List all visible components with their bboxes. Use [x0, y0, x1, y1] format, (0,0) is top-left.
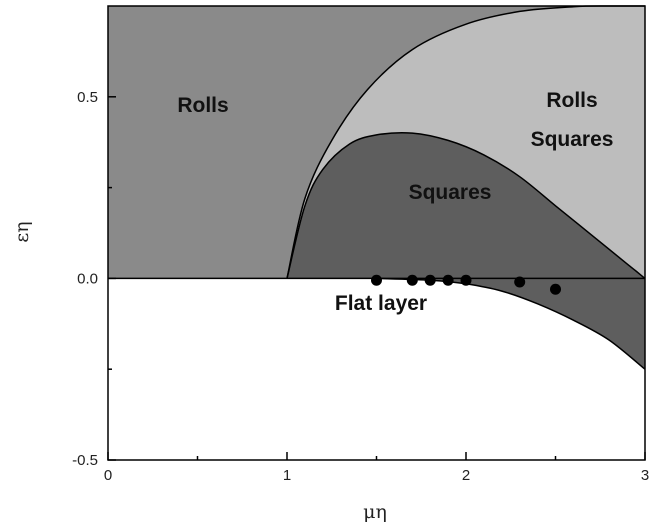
regions-layer [108, 5, 645, 370]
region-label-flat-layer: Flat layer [335, 292, 427, 315]
y-tick-label: 0.5 [77, 89, 98, 106]
data-point-3 [424, 274, 436, 286]
region-label-rolls-squares-line2: Squares [531, 128, 614, 151]
region-label-squares: Squares [409, 181, 492, 204]
data-point-2 [406, 274, 418, 286]
data-point-5 [460, 274, 472, 286]
data-point-7 [550, 283, 561, 295]
data-points [371, 274, 561, 295]
rolls-squares-region [287, 5, 645, 279]
data-point-6 [514, 276, 526, 288]
data-point-1 [371, 274, 382, 286]
axis-ticks: 0 1 2 3 -0.5 0.0 0.5 [72, 89, 649, 484]
x-axis-label: μη [363, 501, 387, 523]
region-labels: Rolls Rolls Squares Squares Flat layer [177, 89, 613, 315]
squares-region [287, 132, 645, 370]
y-axis-label: εη [11, 221, 33, 242]
y-tick-label: -0.5 [72, 452, 98, 469]
region-label-rolls-squares-line1: Rolls [546, 89, 597, 112]
x-tick-label: 3 [641, 467, 649, 484]
rolls-region [108, 5, 645, 279]
data-point-4 [442, 274, 454, 286]
x-tick-label: 2 [462, 467, 470, 484]
region-label-rolls: Rolls [177, 94, 228, 117]
x-tick-label: 0 [104, 467, 112, 484]
squares-upper-boundary [286, 131, 646, 279]
x-tick-label: 1 [283, 467, 291, 484]
y-tick-label: 0.0 [77, 270, 98, 287]
